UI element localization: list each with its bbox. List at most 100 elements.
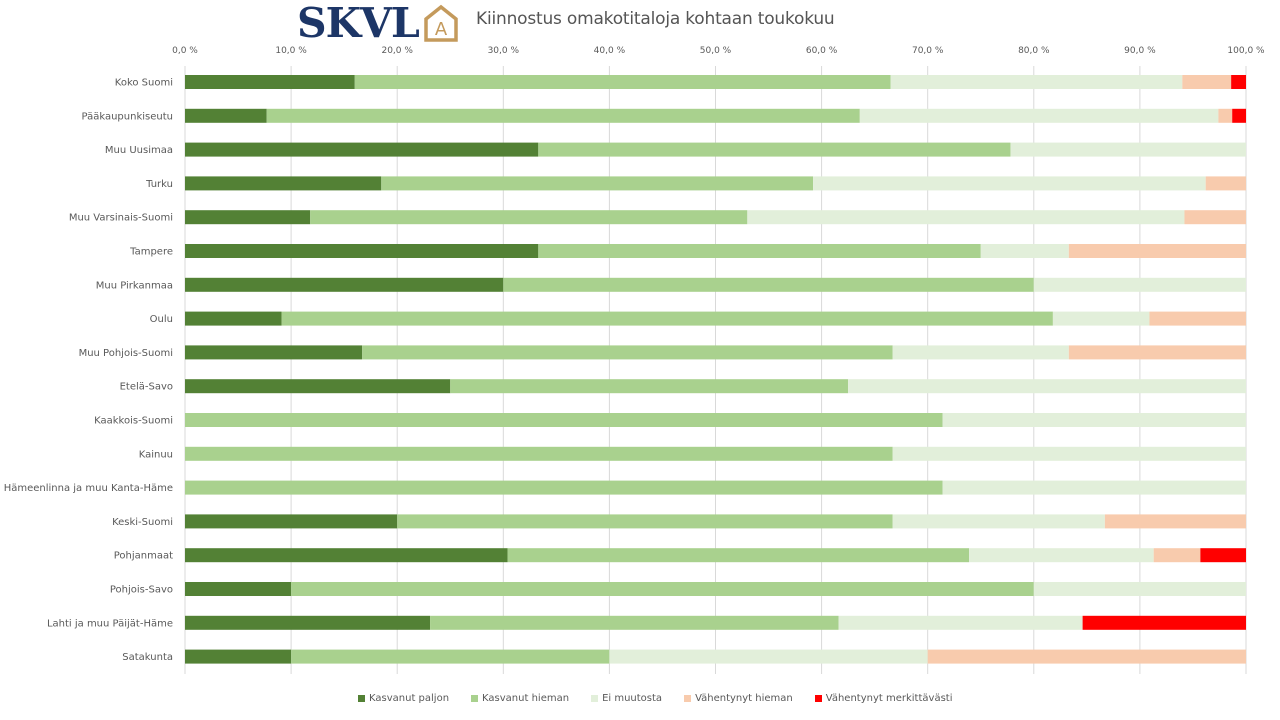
category-label: Hämeenlinna ja muu Kanta-Häme bbox=[4, 483, 173, 494]
legend-label: Vähentynyt merkittävästi bbox=[825, 693, 953, 704]
bar-segment bbox=[1149, 311, 1246, 326]
category-label: Muu Varsinais-Suomi bbox=[69, 213, 173, 224]
legend-item: Ei muutosta bbox=[591, 693, 662, 704]
legend-item: Kasvanut paljon bbox=[358, 693, 449, 704]
bar-segment bbox=[1205, 176, 1246, 191]
legend-swatch bbox=[358, 695, 365, 702]
x-tick-label: 40,0 % bbox=[594, 46, 626, 56]
category-label: Satakunta bbox=[122, 652, 173, 663]
bar-segment bbox=[185, 176, 382, 191]
bar-segment bbox=[430, 615, 839, 630]
bar-segment bbox=[969, 548, 1154, 563]
house-logo-icon: A bbox=[424, 4, 458, 42]
category-label: Muu Pirkanmaa bbox=[96, 280, 173, 291]
gridlines bbox=[184, 66, 1247, 674]
legend-label: Ei muutosta bbox=[602, 693, 663, 704]
bar-segment bbox=[747, 210, 1185, 225]
legend-item: Kasvanut hieman bbox=[471, 693, 569, 704]
category-label: Pääkaupunkiseutu bbox=[82, 111, 173, 122]
bars bbox=[185, 75, 1246, 664]
category-label: Keski-Suomi bbox=[112, 517, 173, 528]
legend-label: Kasvanut hieman bbox=[482, 693, 570, 704]
category-label: Kaakkois-Suomi bbox=[94, 416, 173, 427]
legend-label: Kasvanut paljon bbox=[369, 693, 450, 704]
category-label: Muu Pohjois-Suomi bbox=[79, 348, 173, 359]
bar-segment bbox=[813, 176, 1206, 191]
category-label: Tampere bbox=[129, 247, 173, 258]
x-tick-label: 70,0 % bbox=[912, 46, 944, 56]
category-label: Kainuu bbox=[139, 449, 173, 460]
bar-segment bbox=[1010, 142, 1246, 157]
x-tick-label: 80,0 % bbox=[1018, 46, 1050, 56]
logo-text: SKVL bbox=[297, 0, 420, 47]
bar-segment bbox=[185, 413, 943, 427]
bar-segment bbox=[185, 244, 539, 258]
logo-mark-letter: A bbox=[435, 19, 448, 40]
bar-segment bbox=[892, 345, 1069, 360]
bar-segment bbox=[185, 277, 504, 292]
legend-swatch bbox=[684, 695, 692, 702]
bar-segment bbox=[1052, 311, 1150, 326]
bar-segment bbox=[892, 446, 1246, 461]
bar-segment bbox=[185, 582, 292, 596]
bar-segment bbox=[848, 379, 1246, 394]
category-label: Koko Suomi bbox=[115, 78, 173, 89]
bar-segment bbox=[927, 649, 1246, 664]
legend-swatch bbox=[591, 695, 599, 702]
bar-segment bbox=[185, 514, 398, 529]
bar-segment bbox=[185, 142, 539, 157]
bar-segment bbox=[1033, 277, 1246, 292]
category-label: Etelä-Savo bbox=[120, 382, 173, 393]
bar-segment bbox=[281, 311, 1053, 326]
category-label: Lahti ja muu Päijät-Häme bbox=[47, 618, 173, 629]
category-label: Turku bbox=[145, 179, 173, 190]
bar-segment bbox=[892, 514, 1105, 529]
category-label: Pohjanmaat bbox=[114, 551, 173, 562]
x-tick-label: 100,0 % bbox=[1227, 46, 1265, 56]
category-label: Oulu bbox=[150, 314, 173, 325]
bar-segment bbox=[185, 345, 363, 360]
bar-segment bbox=[1184, 210, 1246, 225]
bar-segment bbox=[185, 75, 355, 89]
category-label: Muu Uusimaa bbox=[105, 145, 173, 156]
bar-segment bbox=[185, 379, 451, 394]
x-tick-label: 50,0 % bbox=[700, 46, 732, 56]
bar-segment bbox=[185, 311, 282, 326]
x-tick-label: 60,0 % bbox=[806, 46, 838, 56]
legend-swatch bbox=[814, 695, 822, 702]
x-axis-ticks: 0,0 % 10,0 % 20,0 % 30,0 % 40,0 % 50,0 % 60,0 … bbox=[172, 46, 1265, 56]
bar-segment bbox=[291, 582, 1034, 596]
bar-segment bbox=[538, 244, 981, 258]
bar-segment bbox=[1218, 108, 1233, 123]
bar-segment bbox=[1182, 75, 1232, 89]
bar-segment bbox=[1104, 514, 1246, 529]
bar-segment bbox=[1231, 75, 1246, 89]
x-tick-label: 10,0 % bbox=[275, 46, 307, 56]
bar-segment bbox=[185, 615, 431, 630]
bar-segment bbox=[381, 176, 814, 191]
bar-segment bbox=[859, 108, 1219, 123]
bar-segment bbox=[942, 480, 1246, 495]
x-tick-label: 20,0 % bbox=[381, 46, 413, 56]
bar-segment bbox=[185, 480, 943, 495]
bar-segment bbox=[397, 514, 893, 529]
bar-segment bbox=[609, 649, 928, 664]
category-label: Pohjois-Savo bbox=[110, 585, 173, 596]
bar-segment bbox=[185, 210, 311, 225]
x-tick-label: 0,0 % bbox=[172, 46, 198, 56]
bar-segment bbox=[838, 615, 1083, 630]
bar-segment bbox=[890, 75, 1183, 89]
bar-segment bbox=[1232, 108, 1246, 123]
bar-segment bbox=[980, 244, 1069, 258]
x-tick-label: 30,0 % bbox=[488, 46, 520, 56]
bar-segment bbox=[1033, 582, 1246, 596]
legend-item: Vähentynyt hieman bbox=[684, 693, 793, 704]
bar-segment bbox=[185, 446, 893, 461]
bar-segment bbox=[310, 210, 748, 225]
skvl-logo: SKVL A bbox=[297, 2, 460, 44]
legend-item: Vähentynyt merkittävästi bbox=[814, 693, 953, 704]
bar-segment bbox=[185, 649, 292, 664]
bar-segment bbox=[362, 345, 893, 360]
bar-segment bbox=[942, 413, 1246, 427]
